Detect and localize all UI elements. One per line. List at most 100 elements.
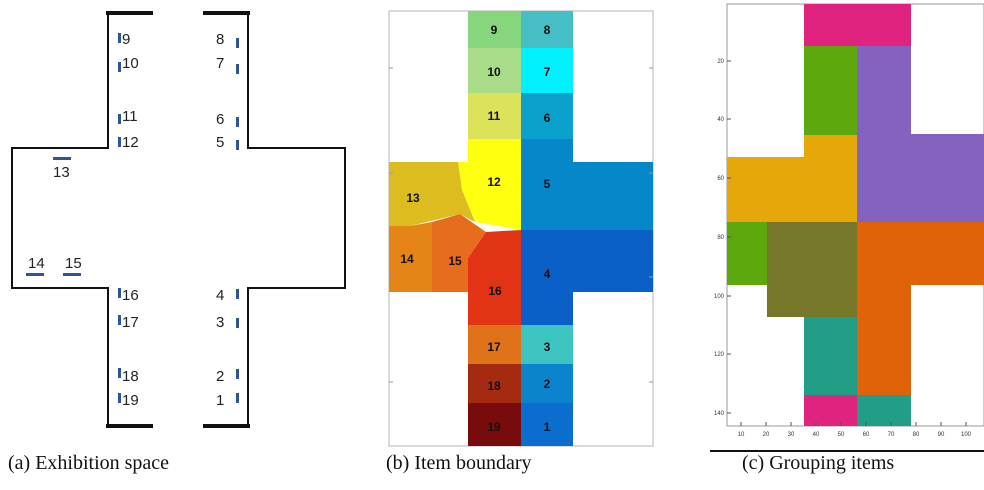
item-marker-15 <box>63 273 81 276</box>
y-tick-label-80: 80 <box>717 235 724 241</box>
item-marker-2 <box>236 369 239 379</box>
wall-left-outline <box>11 13 109 426</box>
y-tick-label-20: 20 <box>717 59 724 65</box>
item-label-7: 7 <box>216 55 224 72</box>
group-region-2 <box>804 46 857 135</box>
item-label-2: 2 <box>216 368 224 385</box>
item-label-14: 14 <box>28 255 45 272</box>
group-region-4 <box>857 134 984 222</box>
boundary-label-11: 11 <box>488 109 501 123</box>
boundary-cell-14 <box>389 222 432 292</box>
boundary-label-18: 18 <box>487 379 501 393</box>
boundary-label-17: 17 <box>487 340 501 354</box>
boundary-label-1: 1 <box>544 420 551 434</box>
boundary-cell-2 <box>521 364 573 403</box>
item-label-5: 5 <box>216 134 224 151</box>
boundary-label-10: 10 <box>487 65 501 79</box>
item-marker-9 <box>118 33 121 43</box>
boundary-cell-15 <box>432 214 486 292</box>
boundary-cell-12 <box>458 139 521 230</box>
y-tick-label-100: 100 <box>714 294 725 300</box>
boundary-label-16: 16 <box>488 284 502 298</box>
boundary-label-2: 2 <box>544 377 551 391</box>
item-marker-6 <box>236 117 239 127</box>
boundary-cell-5 <box>521 139 653 230</box>
boundary-label-5: 5 <box>544 177 551 191</box>
exhibition-space-plan: 9 8 10 7 11 6 12 5 13 14 15 16 4 17 3 18… <box>11 11 346 428</box>
y-tick-label-140: 140 <box>714 411 725 417</box>
boundary-label-13: 13 <box>406 191 420 205</box>
x-tick-label-70: 70 <box>888 432 895 438</box>
boundary-cell-8 <box>521 11 573 48</box>
item-marker-11 <box>118 114 121 124</box>
item-marker-7 <box>236 64 239 74</box>
item-markers <box>26 33 239 403</box>
grouping-items-map: 20 40 60 80 100 120 140 10 20 30 40 50 60 70 80 90 100 <box>714 3 984 438</box>
item-label-19: 19 <box>122 392 139 409</box>
x-tick-label-20: 20 <box>763 432 770 438</box>
boundary-cell-19 <box>468 403 521 446</box>
item-marker-5 <box>236 140 239 150</box>
caption-grouping-items: (c) Grouping items <box>742 452 895 474</box>
item-marker-1 <box>236 393 239 403</box>
item-label-11: 11 <box>122 108 138 125</box>
y-tick-label-120: 120 <box>714 352 725 358</box>
boundary-cell-1 <box>521 403 573 446</box>
boundary-label-8: 8 <box>544 23 551 37</box>
boundary-label-14: 14 <box>400 252 414 266</box>
group-region-3 <box>857 46 911 134</box>
caption-exhibition-space: (a) Exhibition space <box>8 452 170 474</box>
item-marker-4 <box>236 289 239 299</box>
group-region-9 <box>857 222 984 285</box>
item-marker-16 <box>118 288 121 298</box>
boundary-label-7: 7 <box>544 65 551 79</box>
boundary-cell-9 <box>468 11 521 48</box>
x-tick-label-80: 80 <box>913 432 920 438</box>
y-tick-label-40: 40 <box>717 117 724 123</box>
boundary-label-15: 15 <box>448 254 462 268</box>
x-tick-label-50: 50 <box>838 432 845 438</box>
item-marker-19 <box>118 393 121 403</box>
caption-underline <box>710 450 984 452</box>
boundary-cell-10 <box>468 48 521 93</box>
item-label-9: 9 <box>122 31 130 48</box>
item-label-1: 1 <box>216 392 224 409</box>
item-boundary-ticks <box>389 67 653 383</box>
group-region-1 <box>804 4 911 46</box>
boundary-cell-11 <box>468 93 521 139</box>
item-marker-17 <box>118 315 121 325</box>
item-label-16: 16 <box>122 287 139 304</box>
boundary-cell-18 <box>468 364 521 403</box>
boundary-cell-13 <box>389 162 475 226</box>
item-label-18: 18 <box>122 368 139 385</box>
item-label-10: 10 <box>122 55 139 72</box>
item-boundary-panel: 9 8 10 7 11 6 12 5 13 14 15 16 4 17 3 18 2 19 1 (b) Item b… <box>370 0 670 490</box>
item-label-15: 15 <box>65 255 82 272</box>
boundary-label-19: 19 <box>487 420 501 434</box>
x-tick-label-90: 90 <box>938 432 945 438</box>
grouping-items-panel: 20 40 60 80 100 120 140 10 20 30 40 50 60 70 80 90 100 (… <box>690 0 984 490</box>
item-marker-3 <box>236 318 239 328</box>
caption-item-boundary: (b) Item boundary <box>386 452 532 474</box>
item-marker-8 <box>236 38 239 48</box>
x-tick-label-60: 60 <box>863 432 870 438</box>
boundary-label-9: 9 <box>491 23 498 37</box>
group-region-7 <box>727 222 767 285</box>
group-region-11 <box>804 317 857 395</box>
item-marker-14 <box>26 273 44 276</box>
x-tick-label-10: 10 <box>738 432 745 438</box>
item-label-17: 17 <box>122 314 139 331</box>
x-tick-label-40: 40 <box>813 432 820 438</box>
item-label-4: 4 <box>216 287 224 304</box>
boundary-cell-4 <box>521 230 653 325</box>
group-region-6 <box>727 157 804 222</box>
boundary-cell-3 <box>521 325 573 364</box>
item-marker-18 <box>118 368 121 378</box>
group-region-5 <box>804 135 857 222</box>
boundary-label-12: 12 <box>487 175 501 189</box>
group-region-8 <box>767 222 857 317</box>
item-label-8: 8 <box>216 31 224 48</box>
item-marker-10 <box>118 62 121 72</box>
boundary-label-4: 4 <box>544 267 551 281</box>
group-region-10 <box>857 285 911 395</box>
